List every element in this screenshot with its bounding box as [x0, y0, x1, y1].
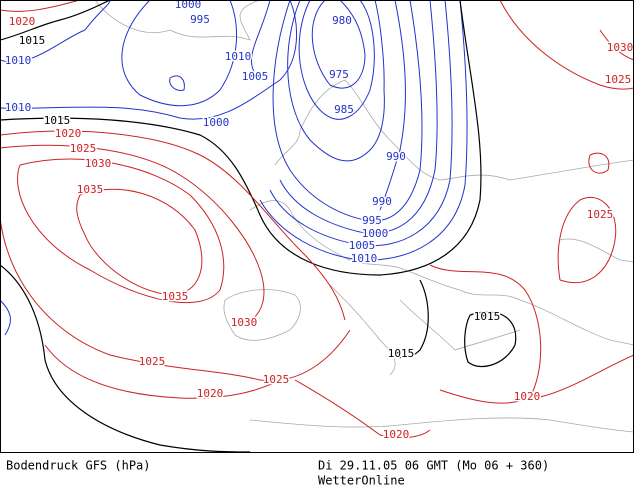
isobar-label: 1005 — [349, 239, 376, 252]
isobar-label: 1025 — [70, 142, 97, 155]
isobar-label: 1000 — [362, 227, 389, 240]
isobar-label: 995 — [190, 13, 210, 26]
isobar-label: 1030 — [85, 157, 112, 170]
isobar-label: 1010 — [5, 54, 32, 67]
isobar-label: 1030 — [607, 41, 634, 54]
time-label: Di 29.11.05 06 GMT (Mo 06 + 360) — [318, 459, 549, 473]
isobar-label: 1025 — [263, 373, 290, 386]
isobar-label: 990 — [386, 150, 406, 163]
isobar-labels: 1020 1015 1010 1000 995 1010 1005 980 97… — [3, 0, 634, 443]
isobar-label: 1015 — [474, 310, 501, 323]
isobar-label: 1035 — [162, 290, 189, 303]
isobar-label: 975 — [329, 68, 349, 81]
isobar-label: 1015 — [388, 347, 415, 360]
isobar-label: 1020 — [197, 387, 224, 400]
isobar-label: 1005 — [242, 70, 269, 83]
isobar-label: 1010 — [225, 50, 252, 63]
isobar-label: 1020 — [514, 390, 541, 403]
isobar-label: 1030 — [231, 316, 258, 329]
isobar-label: 990 — [372, 195, 392, 208]
isobar-label: 1025 — [587, 208, 614, 221]
isobar-label: 1010 — [351, 252, 378, 265]
isobar-label: 1035 — [77, 183, 104, 196]
isobar-label: 1010 — [5, 101, 32, 114]
coastlines — [94, 0, 634, 433]
product-label: Bodendruck GFS (hPa) — [6, 459, 151, 473]
isobar-label: 1015 — [44, 114, 71, 127]
isobar-label: 985 — [334, 103, 354, 116]
isobar-label: 1025 — [605, 73, 632, 86]
isobar-label: 995 — [362, 214, 382, 227]
isobar-label: 1020 — [383, 428, 410, 441]
isobar-label: 1015 — [19, 34, 46, 47]
isobar-label: 1000 — [175, 0, 202, 11]
isobar-label: 1020 — [55, 127, 82, 140]
isobar-label: 1025 — [139, 355, 166, 368]
isobars — [0, 0, 634, 453]
isobar-label: 980 — [332, 14, 352, 27]
source-label: WetterOnline — [318, 474, 405, 488]
isobar-label: 1020 — [9, 15, 36, 28]
isobar-label: 1000 — [203, 116, 230, 129]
